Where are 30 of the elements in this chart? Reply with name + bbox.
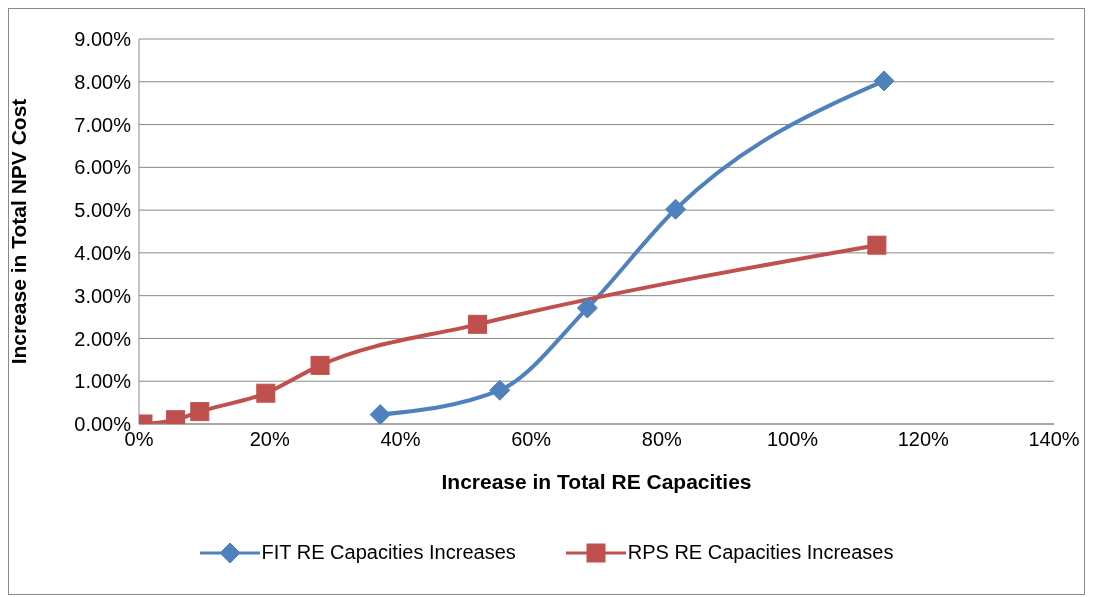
- point: [310, 355, 330, 375]
- y-tick-label: 9.00%: [74, 28, 132, 51]
- x-tick-label: 20%: [249, 428, 290, 451]
- point: [576, 297, 598, 319]
- x-tick-label: 40%: [380, 428, 421, 451]
- legend-label: FIT RE Capacities Increases: [261, 541, 516, 564]
- point: [256, 383, 276, 403]
- y-tick-label: 6.00%: [74, 156, 132, 179]
- y-tick-label: 3.00%: [74, 284, 132, 307]
- y-tick-label: 7.00%: [74, 113, 132, 136]
- point: [665, 198, 687, 220]
- x-tick-label: 120%: [897, 428, 950, 451]
- x-tick-label: 100%: [766, 428, 819, 451]
- y-tick-label: 2.00%: [74, 327, 132, 350]
- y-tick-label: 1.00%: [74, 370, 132, 393]
- legend-label: RPS RE Capacities Increases: [627, 541, 894, 564]
- point: [190, 402, 210, 422]
- y-tick-label: 5.00%: [74, 199, 132, 222]
- point: [867, 235, 887, 255]
- x-tick-label: 60%: [511, 428, 552, 451]
- point: [489, 379, 511, 401]
- x-tick-label: 80%: [641, 428, 683, 451]
- point: [369, 404, 391, 424]
- x-axis-title: Increase in Total RE Capacities: [441, 470, 752, 493]
- point: [873, 70, 895, 92]
- point: [468, 314, 488, 334]
- y-axis-title: Increase in Total NPV Cost: [7, 98, 31, 365]
- y-tick-label: 8.00%: [74, 70, 132, 93]
- x-tick-label: 140%: [1028, 428, 1080, 451]
- y-tick-label: 4.00%: [74, 241, 132, 264]
